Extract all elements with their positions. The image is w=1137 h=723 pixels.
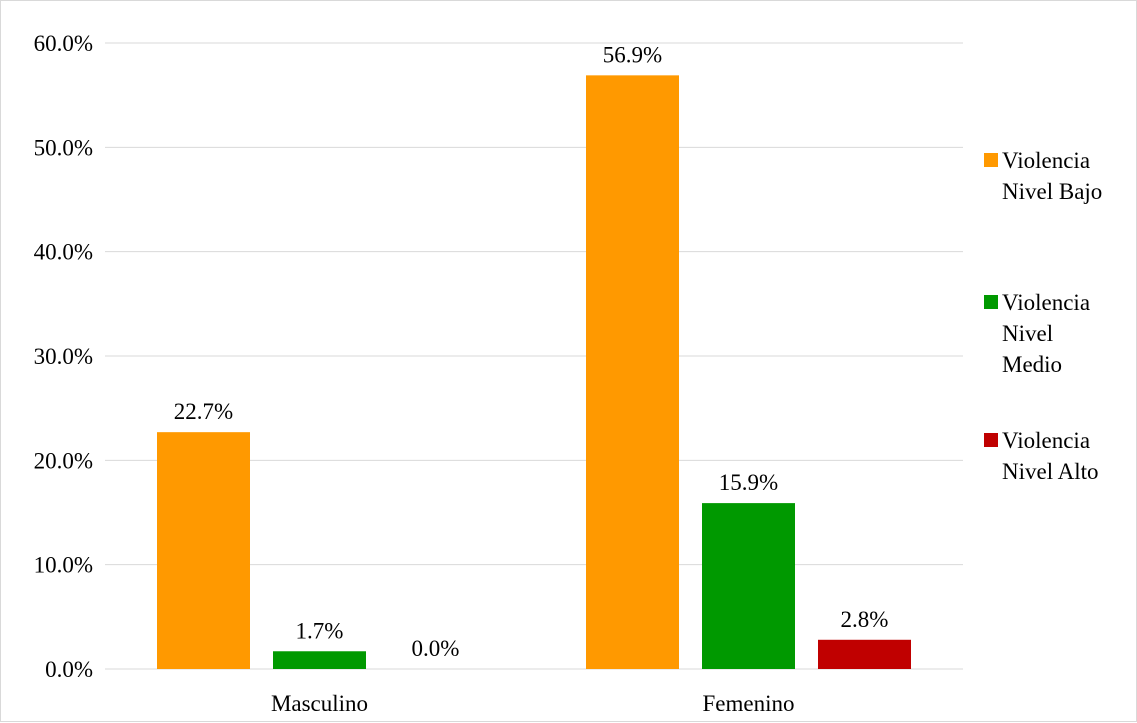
legend-swatch: [984, 433, 998, 447]
y-tick-label: 30.0%: [34, 344, 93, 369]
data-label: 2.8%: [841, 607, 889, 632]
bars: [157, 75, 911, 670]
y-tick-label: 40.0%: [34, 240, 93, 265]
data-label: 15.9%: [719, 470, 778, 495]
data-labels: 22.7% 1.7% 0.0% 56.9% 15.9% 2.8%: [174, 42, 889, 661]
y-tick-label: 10.0%: [34, 553, 93, 578]
data-label: 0.0%: [412, 636, 460, 661]
y-tick-label: 60.0%: [34, 31, 93, 56]
legend-label: Nivel: [1002, 321, 1053, 346]
y-tick-label: 0.0%: [45, 657, 93, 682]
legend-swatch: [984, 153, 998, 167]
bar: [586, 75, 679, 670]
legend-label: Violencia: [1002, 428, 1090, 453]
data-label: 1.7%: [296, 618, 344, 643]
y-axis-ticks: 0.0% 10.0% 20.0% 30.0% 40.0% 50.0% 60.0%: [34, 31, 93, 682]
legend-label: Violencia: [1002, 148, 1090, 173]
legend-label: Medio: [1002, 352, 1062, 377]
legend-label: Nivel Bajo: [1002, 179, 1102, 204]
legend-label: Violencia: [1002, 290, 1090, 315]
legend-swatch: [984, 295, 998, 309]
x-category-label: Femenino: [703, 691, 795, 716]
x-axis-categories: Masculino Femenino: [271, 691, 795, 716]
bar: [702, 503, 795, 669]
y-tick-label: 50.0%: [34, 135, 93, 160]
legend-label: Nivel Alto: [1002, 459, 1098, 484]
bar: [818, 639, 911, 669]
x-category-label: Masculino: [271, 691, 368, 716]
data-label: 56.9%: [603, 42, 662, 67]
bar: [157, 432, 250, 669]
legend: Violencia Nivel Bajo Violencia Nivel Medio Vi…: [984, 148, 1102, 484]
bar: [273, 651, 366, 669]
data-label: 22.7%: [174, 399, 233, 424]
y-tick-label: 20.0%: [34, 448, 93, 473]
